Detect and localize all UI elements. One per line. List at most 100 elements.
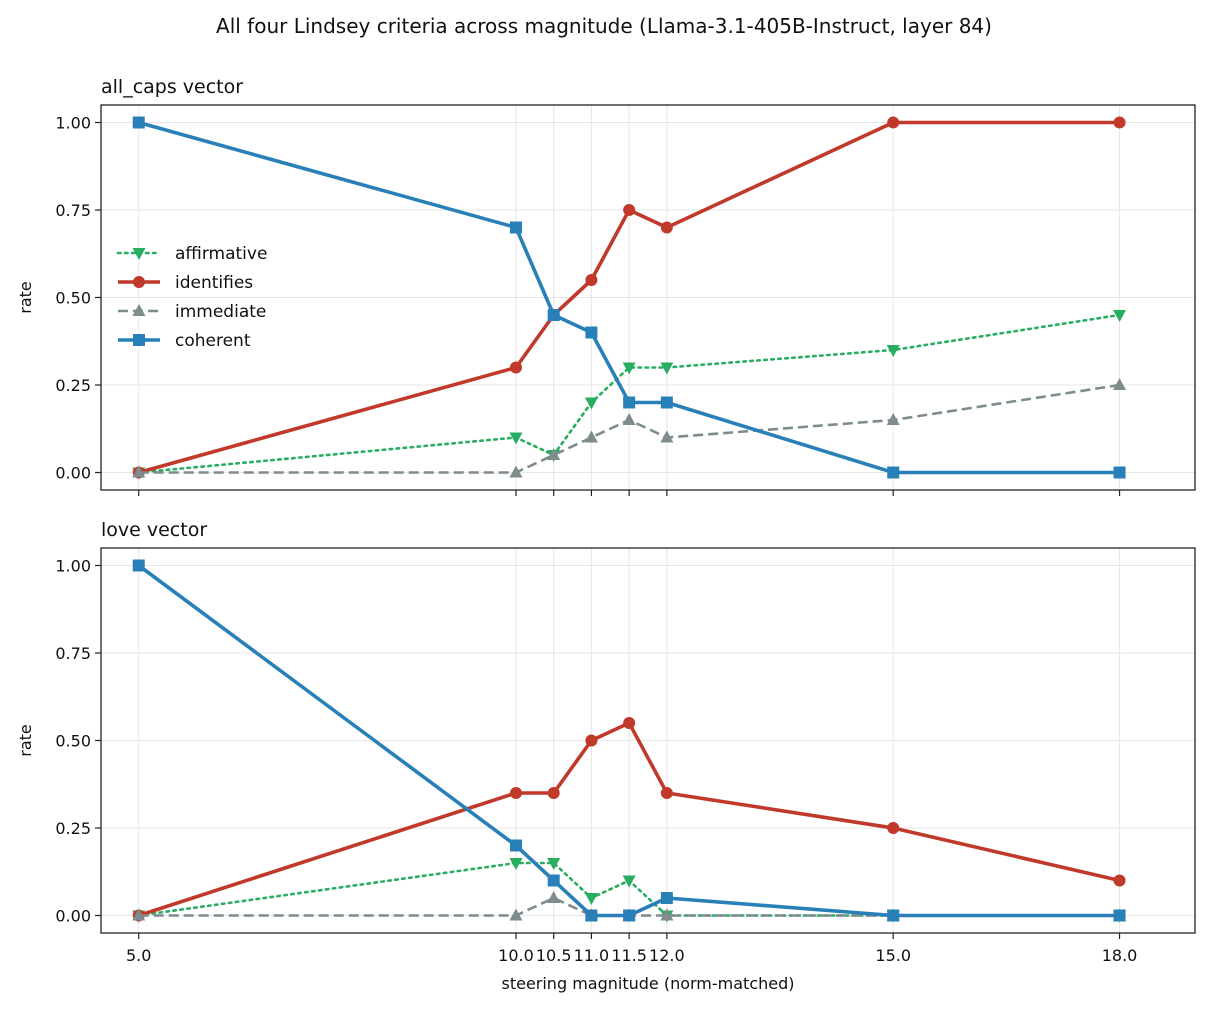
data-point-coherent [623,909,636,922]
x-tick-label: 12.0 [649,946,685,965]
y-tick-label: 0.50 [55,289,91,308]
data-point-immediate [132,465,146,478]
y-tick-label: 0.75 [55,201,91,220]
plot-frame [100,547,1196,934]
legend-label: identifies [175,273,253,293]
legend-marker [133,276,145,288]
data-point-identifies [623,204,636,216]
x-tick-label: 5.0 [126,946,151,965]
legend-marker [132,304,146,316]
data-point-affirmative [622,362,636,375]
panel-title: all_caps vector [101,76,243,98]
y-tick-label: 1.00 [55,114,91,133]
legend-label: affirmative [175,244,267,264]
data-point-identifies [1113,116,1126,129]
data-point-coherent [509,221,522,234]
data-point-coherent [132,559,145,572]
series-line-immediate [138,383,1120,474]
data-point-coherent [623,396,636,409]
figure-title: All four Lindsey criteria across magnitu… [216,14,992,38]
data-point-coherent [660,892,673,904]
data-point-coherent [887,466,900,479]
data-point-affirmative [509,858,523,870]
data-point-coherent [547,874,560,887]
x-axis-label: steering magnitude (norm-matched) [501,974,794,993]
data-point-immediate [547,891,561,903]
series-line-identifies [138,721,1120,918]
data-point-affirmative [886,345,900,357]
series-identifies [132,717,1126,922]
series-immediate [132,378,1127,478]
data-point-identifies [623,717,636,729]
series-line-coherent [137,564,1120,918]
data-point-immediate [547,448,561,460]
x-tick-label: 18.0 [1102,946,1138,965]
data-point-immediate [509,465,523,478]
y-axis-label: rate [16,724,35,757]
data-point-coherent [509,839,522,852]
legend-item-immediate: immediate [118,302,266,322]
data-point-identifies [585,734,598,747]
y-axis-label: rate [16,281,35,314]
data-point-coherent [585,326,598,339]
legend-label: immediate [175,302,266,322]
series-line-affirmative [137,313,1121,474]
legend-item-coherent: coherent [118,331,251,351]
data-point-immediate [1113,378,1127,390]
data-point-immediate [509,908,523,921]
data-point-coherent [547,309,560,321]
data-point-identifies [660,221,673,234]
data-point-affirmative [584,397,598,410]
data-point-immediate [660,908,674,921]
y-tick-label: 0.25 [55,819,91,838]
legend: affirmative identifies immediate coherent [116,244,267,351]
data-point-affirmative [660,362,674,375]
legend-item-identifies: identifies [118,273,253,293]
data-point-identifies [660,787,673,799]
y-tick-label: 0.00 [55,907,91,926]
x-tick-label: 15.0 [875,946,911,965]
data-point-immediate [886,413,900,425]
x-tick-label: 10.0 [498,946,534,965]
data-point-coherent [132,116,145,129]
y-tick-label: 1.00 [55,557,91,576]
data-point-coherent [887,909,900,922]
legend-item-affirmative: affirmative [116,244,267,264]
y-tick-label: 0.75 [55,644,91,663]
data-point-coherent [585,909,598,922]
data-point-identifies [509,787,522,799]
legend-marker [132,248,146,260]
data-point-identifies [1113,874,1126,887]
data-point-affirmative [584,893,598,905]
series-coherent [132,559,1126,922]
y-tick-label: 0.00 [55,464,91,483]
y-tick-label: 0.25 [55,376,91,395]
panel-all-caps: all_caps vector 0.00 0.25 0.50 0.75 1.00 rate a… [16,76,1196,496]
data-point-coherent [1113,909,1126,922]
data-point-identifies [887,822,900,834]
y-tick-label: 0.50 [55,732,91,751]
data-point-coherent [660,396,673,409]
data-point-immediate [584,430,598,443]
x-tick-label: 11.0 [574,946,610,965]
series-line-immediate [138,896,1120,917]
data-point-identifies [547,787,560,799]
panel-title: love vector [101,519,207,541]
data-point-affirmative [622,875,636,888]
data-point-identifies [585,274,598,286]
x-tick-label: 10.5 [536,946,572,965]
series-coherent [132,116,1126,479]
plot-frame [100,104,1196,491]
series-affirmative [132,310,1127,480]
data-point-affirmative [547,858,561,870]
data-point-affirmative [509,432,523,445]
data-point-identifies [887,116,900,129]
series-line-coherent [138,120,1120,475]
series-line-identifies [138,120,1120,475]
data-point-immediate [132,908,146,921]
data-point-coherent [1113,466,1126,479]
data-point-immediate [622,413,636,425]
x-tick-label: 11.5 [611,946,647,965]
